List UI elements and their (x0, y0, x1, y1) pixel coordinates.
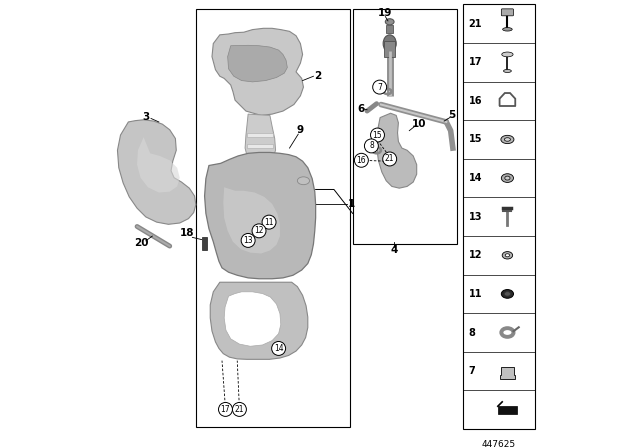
Circle shape (364, 139, 378, 153)
Text: 21: 21 (468, 19, 482, 29)
Bar (196, 9, 351, 427)
Polygon shape (224, 292, 281, 346)
Circle shape (271, 341, 285, 355)
Circle shape (355, 153, 369, 167)
Text: 17: 17 (468, 57, 482, 67)
Polygon shape (245, 114, 276, 163)
Polygon shape (211, 282, 308, 359)
Polygon shape (228, 45, 287, 82)
Text: 8: 8 (468, 327, 476, 337)
Circle shape (372, 80, 387, 94)
Text: 1: 1 (348, 199, 355, 209)
Ellipse shape (501, 174, 513, 182)
Circle shape (262, 215, 276, 229)
Text: 8: 8 (369, 142, 374, 151)
FancyBboxPatch shape (247, 133, 273, 137)
Circle shape (371, 128, 385, 142)
Text: 9: 9 (297, 125, 304, 135)
Text: 12: 12 (254, 226, 264, 235)
Text: 15: 15 (372, 130, 382, 139)
Text: 20: 20 (134, 238, 148, 248)
Text: 11: 11 (468, 289, 482, 299)
Text: 14: 14 (274, 344, 284, 353)
FancyBboxPatch shape (247, 144, 273, 148)
Ellipse shape (504, 292, 511, 296)
Polygon shape (376, 113, 417, 188)
Ellipse shape (298, 177, 310, 185)
Text: 4: 4 (390, 246, 397, 255)
Text: 21: 21 (385, 155, 394, 164)
Text: 6: 6 (357, 104, 364, 114)
Bar (353, 9, 457, 244)
Text: 13: 13 (468, 212, 482, 222)
Ellipse shape (501, 135, 514, 144)
Text: 15: 15 (468, 134, 482, 144)
Text: 16: 16 (356, 156, 366, 165)
Polygon shape (212, 28, 303, 116)
Ellipse shape (501, 289, 513, 298)
Circle shape (383, 152, 397, 166)
Polygon shape (137, 137, 180, 193)
Bar (385, 41, 395, 56)
Ellipse shape (505, 176, 510, 180)
Text: 16: 16 (468, 96, 482, 106)
Text: 2: 2 (314, 71, 321, 81)
Ellipse shape (385, 19, 394, 25)
Ellipse shape (504, 69, 511, 73)
Ellipse shape (505, 254, 509, 257)
Text: 7: 7 (468, 366, 476, 376)
Text: 7: 7 (377, 82, 382, 91)
Ellipse shape (383, 35, 396, 52)
Bar (386, 25, 393, 33)
Text: 10: 10 (412, 119, 426, 129)
Text: 5: 5 (448, 110, 455, 121)
Ellipse shape (502, 252, 513, 259)
Text: 12: 12 (468, 250, 482, 260)
Text: 3: 3 (142, 112, 149, 122)
FancyBboxPatch shape (501, 9, 513, 16)
Polygon shape (223, 187, 280, 254)
Text: 18: 18 (180, 228, 195, 238)
Circle shape (218, 402, 232, 416)
Ellipse shape (502, 52, 513, 57)
Polygon shape (498, 406, 517, 414)
Text: 11: 11 (264, 218, 274, 227)
Circle shape (252, 224, 266, 238)
Bar (463, 4, 535, 429)
Polygon shape (205, 152, 316, 279)
Text: 19: 19 (378, 8, 392, 18)
Polygon shape (118, 120, 196, 224)
Ellipse shape (504, 138, 511, 141)
Circle shape (232, 402, 246, 416)
Bar (202, 237, 207, 250)
Ellipse shape (502, 28, 512, 31)
Text: 14: 14 (468, 173, 482, 183)
Circle shape (241, 233, 255, 247)
Text: 13: 13 (243, 236, 253, 245)
Text: 17: 17 (221, 405, 230, 414)
Text: 447625: 447625 (482, 440, 516, 448)
Text: 21: 21 (235, 405, 244, 414)
Polygon shape (500, 367, 515, 379)
